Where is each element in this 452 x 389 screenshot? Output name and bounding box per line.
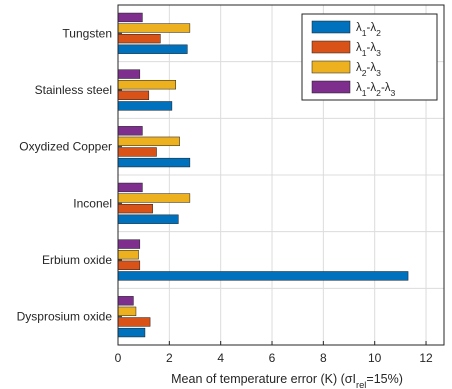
x-tick-label: 12 <box>419 351 433 365</box>
bar <box>117 33 161 44</box>
x-tick-label: 4 <box>217 351 224 365</box>
bar <box>117 23 191 33</box>
category-label: Tungsten <box>62 26 112 40</box>
x-tick-label: 8 <box>320 351 327 365</box>
x-tick-label: 10 <box>368 351 382 365</box>
bar <box>117 126 143 136</box>
category-label: Dysprosium oxide <box>17 310 113 324</box>
bar <box>117 147 157 157</box>
legend-entry-label: λ1-λ2-λ3 <box>356 82 396 98</box>
x-tick-label: 6 <box>269 351 276 365</box>
x-axis-label: Mean of temperature error (K) (σIrel=15%… <box>171 372 403 389</box>
category-label: Inconel <box>73 196 112 210</box>
bar <box>117 12 143 23</box>
bar <box>117 271 409 281</box>
legend-entry-label: λ1-λ3 <box>356 42 381 58</box>
x-tick-label: 2 <box>166 351 173 365</box>
bar <box>117 69 141 79</box>
bar <box>117 317 151 327</box>
bar <box>117 80 177 90</box>
bar <box>117 250 139 260</box>
legend: λ1-λ2 λ1-λ3 λ2-λ3 λ1-λ2-λ3 <box>301 13 438 101</box>
bar <box>117 327 146 338</box>
legend-entry-label: λ2-λ3 <box>356 62 381 78</box>
legend-swatch <box>311 40 351 54</box>
bar <box>117 157 191 168</box>
x-tick-label: 0 <box>115 351 122 365</box>
bar <box>117 90 150 100</box>
bar <box>117 214 179 224</box>
bar <box>117 260 141 270</box>
y-axis-categories: Tungsten Stainless steel Oxydized Copper In… <box>17 26 122 324</box>
bar <box>117 203 153 214</box>
bar <box>117 239 141 249</box>
bar <box>117 296 134 306</box>
legend-swatch <box>311 20 351 34</box>
category-label: Erbium oxide <box>42 253 112 267</box>
bar <box>117 44 188 54</box>
x-axis-ticks: 0 2 4 6 8 10 12 <box>115 341 433 365</box>
bar <box>117 101 173 111</box>
legend-entry-label: λ1-λ2 <box>356 22 381 38</box>
bar <box>117 136 180 147</box>
legend-swatch <box>311 60 351 74</box>
plot-frame <box>117 4 445 346</box>
bars <box>117 12 409 338</box>
legend-swatch <box>311 80 351 94</box>
bar <box>117 193 191 203</box>
category-label: Oxydized Copper <box>19 140 112 154</box>
bar <box>117 306 137 317</box>
bar <box>117 182 143 193</box>
category-label: Stainless steel <box>35 83 112 97</box>
